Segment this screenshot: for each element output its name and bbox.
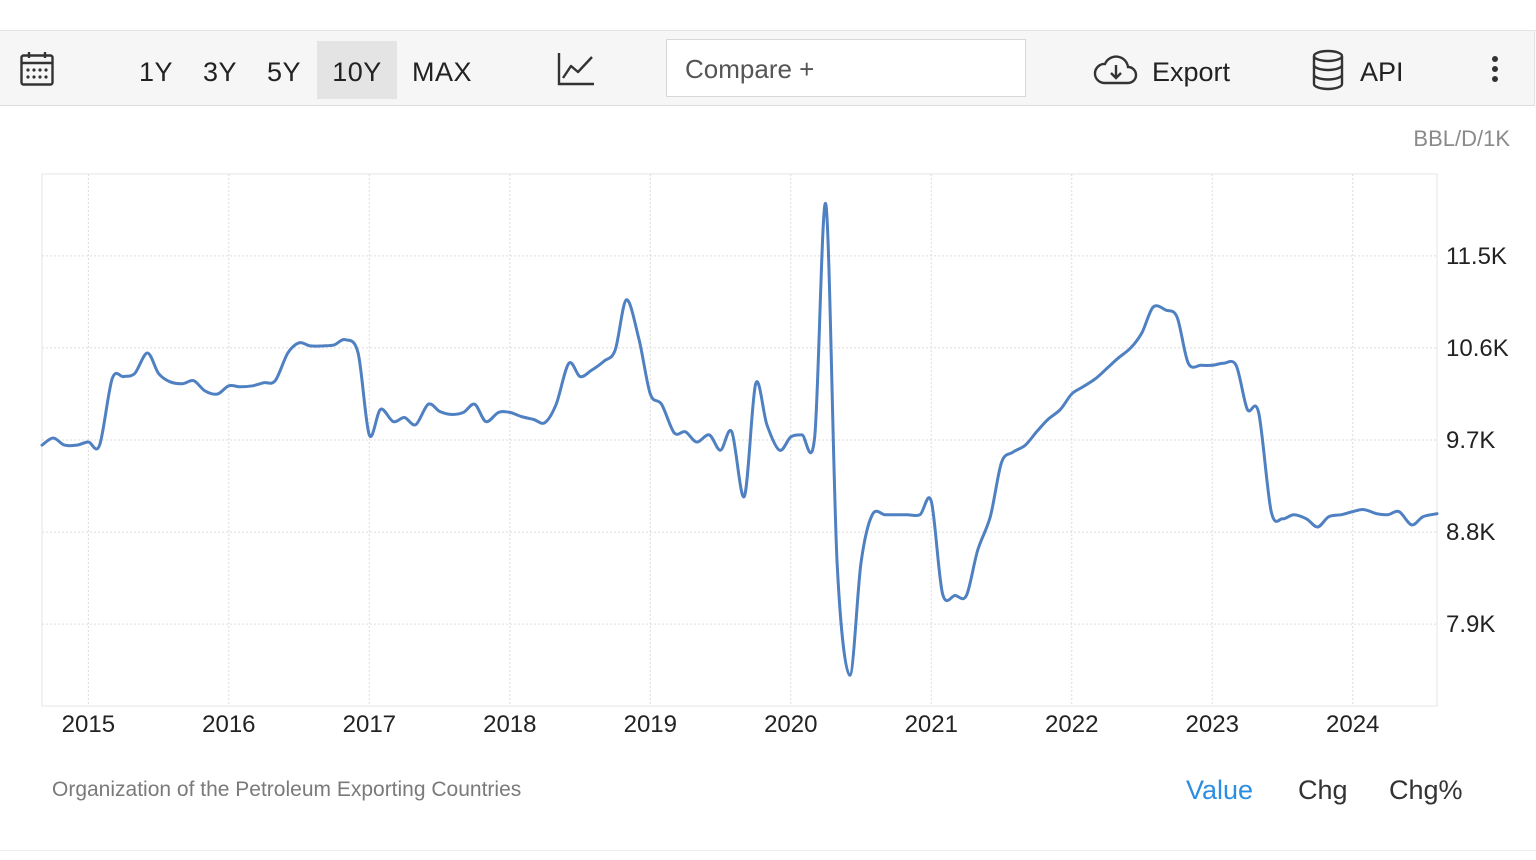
y-tick-label: 10.6K xyxy=(1446,335,1509,362)
compare-input[interactable]: Compare + xyxy=(666,39,1026,97)
x-tick-label: 2024 xyxy=(1326,711,1379,738)
tab-chg[interactable]: Chg xyxy=(1298,775,1348,805)
x-tick-label: 2019 xyxy=(624,711,677,738)
export-button[interactable]: Export xyxy=(1090,45,1240,95)
more-vertical-icon[interactable] xyxy=(1482,51,1508,87)
x-tick-label: 2023 xyxy=(1186,711,1239,738)
export-label: Export xyxy=(1152,57,1231,87)
line-chart-icon[interactable] xyxy=(556,51,596,87)
cloud-download-icon xyxy=(1093,55,1138,85)
calendar-icon[interactable] xyxy=(20,51,54,87)
x-tick-label: 2017 xyxy=(343,711,396,738)
range-10y-button[interactable]: 10Y xyxy=(317,41,397,99)
x-tick-label: 2020 xyxy=(764,711,817,738)
top-divider xyxy=(0,30,1536,31)
range-max-button[interactable]: MAX xyxy=(411,57,472,87)
x-tick-label: 2018 xyxy=(483,711,536,738)
x-tick-label: 2016 xyxy=(202,711,255,738)
source-attribution: Organization of the Petroleum Exporting … xyxy=(52,778,522,801)
series-line xyxy=(40,202,1439,677)
x-tick-label: 2022 xyxy=(1045,711,1098,738)
api-button[interactable]: API xyxy=(1308,45,1418,95)
bottom-divider xyxy=(0,850,1536,851)
database-icon xyxy=(1312,49,1344,91)
tab-chg-percent[interactable]: Chg% xyxy=(1389,775,1463,805)
y-tick-label: 11.5K xyxy=(1446,243,1507,270)
y-tick-label: 9.7K xyxy=(1446,427,1495,454)
x-tick-label: 2021 xyxy=(905,711,958,738)
chart-toolbar: 1Y 3Y 5Y 10Y MAX Compare + Export API xyxy=(0,31,1535,106)
y-tick-label: 8.8K xyxy=(1446,519,1495,546)
range-3y-button[interactable]: 3Y xyxy=(202,57,238,87)
api-label: API xyxy=(1360,57,1404,87)
tab-value[interactable]: Value xyxy=(1186,775,1254,805)
range-1y-button[interactable]: 1Y xyxy=(138,57,174,87)
y-tick-label: 7.9K xyxy=(1446,611,1495,638)
x-tick-label: 2015 xyxy=(62,711,115,738)
line-chart: 7.9K 8.8K 9.7K 10.6K 11.5K 2015 2016 2017 2018 20… xyxy=(40,173,1509,738)
unit-label: BBL/D/1K xyxy=(1413,126,1510,151)
range-5y-button[interactable]: 5Y xyxy=(266,57,302,87)
compare-label: Compare + xyxy=(685,54,815,84)
